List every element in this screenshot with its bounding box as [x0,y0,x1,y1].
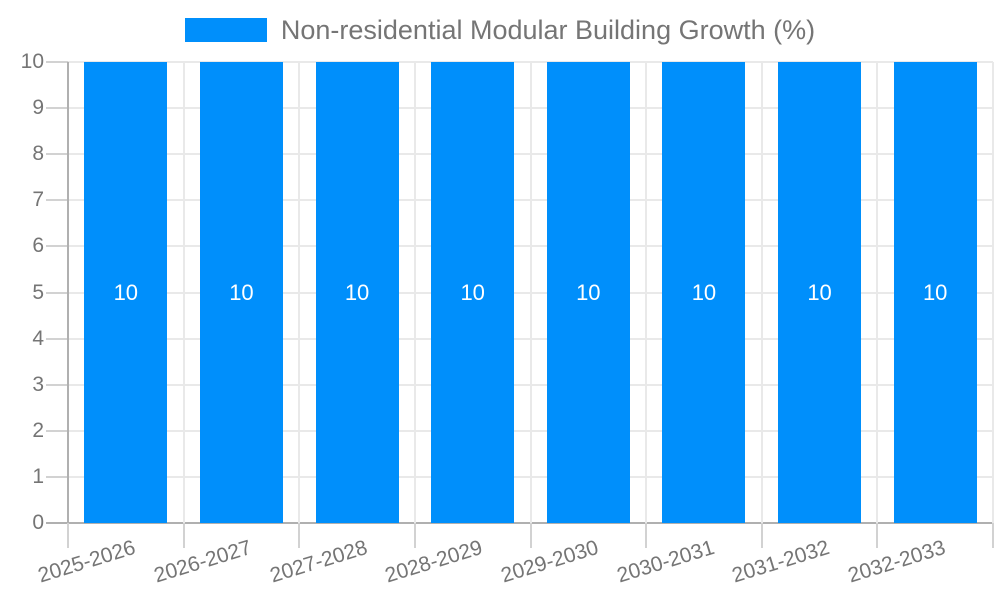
y-tick-mark [46,291,68,294]
bar-value-label: 10 [807,279,832,305]
y-axis-label: 10 [20,50,44,73]
y-axis-line [67,62,69,523]
y-tick-mark [46,245,68,248]
bar[interactable]: 10 [431,62,515,523]
y-axis-label: 0 [32,511,44,534]
x-axis-label: 2028-2029 [382,536,486,588]
gridline-vertical [182,62,185,523]
bar[interactable]: 10 [315,62,399,523]
x-tick-mark [645,523,648,548]
bar[interactable]: 10 [84,62,168,523]
gridline-vertical [645,62,648,523]
x-tick-mark [760,523,763,548]
y-axis-label: 5 [32,280,44,304]
y-axis-label: 2 [32,418,44,442]
gridline-vertical [760,62,763,523]
y-tick-mark [46,107,68,110]
x-tick-mark [182,523,185,548]
y-axis-label: 6 [32,234,44,258]
bar-value-label: 10 [113,279,139,305]
y-axis-label: 7 [32,188,44,212]
x-axis-label: 2032-2033 [845,536,948,588]
bar[interactable]: 10 [662,62,746,523]
y-tick-mark [46,337,68,340]
legend-swatch [184,18,267,42]
bar[interactable]: 10 [893,62,977,523]
x-axis-label: 2031-2032 [729,536,833,588]
bar-value-label: 10 [576,279,601,305]
y-axis-label: 3 [32,372,44,396]
x-tick-mark [413,523,416,548]
x-tick-mark [67,523,69,548]
bar-value-label: 10 [691,279,717,305]
x-axis-label: 2027-2028 [267,536,370,588]
gridline-vertical [992,62,994,523]
y-axis-label: 9 [32,96,44,120]
bar-value-label: 10 [229,279,254,305]
legend-item[interactable]: Non-residential Modular Building Growth … [0,14,1000,46]
bar[interactable]: 10 [199,62,283,523]
legend-label: Non-residential Modular Building Growth … [280,15,816,45]
x-axis-baseline [46,522,993,524]
bar-value-label: 10 [460,279,485,305]
x-tick-mark [529,523,532,548]
y-axis-label: 8 [32,142,44,166]
bar[interactable]: 10 [546,62,630,523]
gridline-vertical [529,62,532,523]
gridline-vertical [876,62,879,523]
x-tick-mark [298,523,301,548]
y-axis-label: 4 [32,326,44,350]
bar-value-label: 10 [344,279,370,305]
y-tick-mark [46,383,68,386]
gridline-vertical [413,62,416,523]
y-tick-mark [46,153,68,156]
x-tick-mark [876,523,879,548]
y-tick-mark [46,61,68,63]
y-tick-mark [46,199,68,202]
gridline-vertical [298,62,301,523]
x-axis-label: 2025-2026 [35,536,139,588]
x-axis-label: 2030-2031 [613,536,717,588]
bar-value-label: 10 [922,279,948,305]
x-tick-mark [992,523,994,548]
y-tick-mark [46,429,68,432]
y-axis-label: 1 [32,464,44,488]
y-tick-mark [46,475,68,478]
bar[interactable]: 10 [778,62,862,523]
x-axis-label: 2029-2030 [498,536,602,588]
x-axis-label: 2026-2027 [151,536,255,588]
